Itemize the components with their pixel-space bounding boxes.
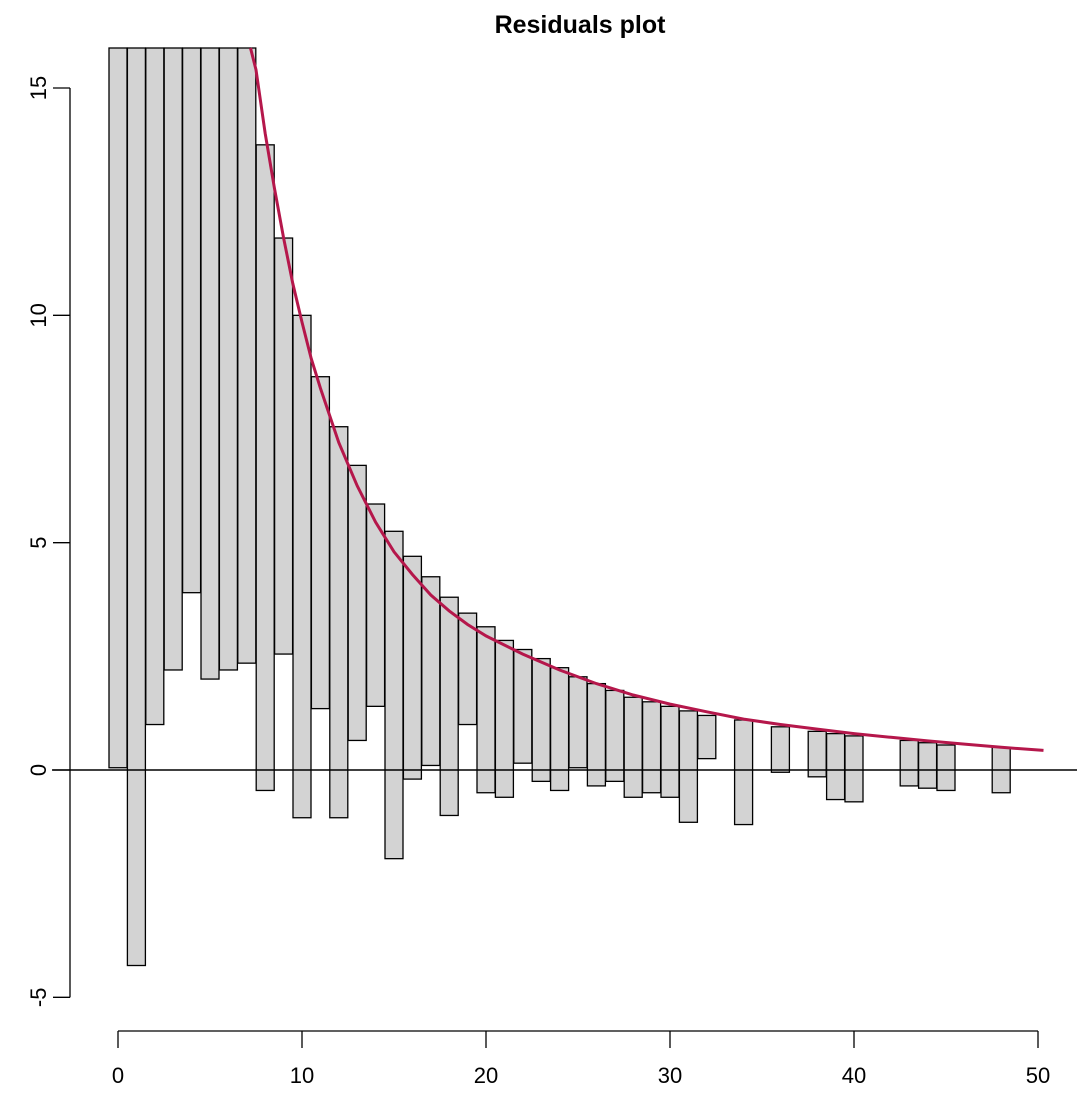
y-tick-label: 15	[26, 76, 51, 100]
x-tick-label: 30	[658, 1063, 682, 1088]
residual-bar-3	[163, 47, 183, 671]
residual-bar-25	[568, 676, 588, 769]
residual-bar-36	[825, 732, 846, 801]
y-tick-label: 0	[26, 764, 51, 776]
chart-title: Residuals plot	[495, 11, 667, 39]
residual-bar-15	[384, 530, 404, 860]
x-tick-label: 20	[474, 1063, 498, 1088]
residual-bar-5	[200, 47, 220, 680]
residual-bar-16	[402, 555, 423, 780]
x-tick-label: 10	[290, 1063, 314, 1088]
y-axis: -5 0 5 10 15	[26, 76, 71, 1008]
residual-bar-32	[697, 714, 717, 760]
residual-bar-11	[310, 376, 331, 710]
residual-bar-24	[549, 667, 570, 792]
fitted-curve	[249, 47, 1044, 752]
residual-bar-23	[531, 657, 551, 783]
residual-bar-27	[605, 689, 625, 783]
residual-bar-7	[237, 47, 257, 664]
residual-bar-29	[641, 701, 662, 794]
residual-bar-30	[660, 705, 680, 798]
residual-bar-20	[476, 626, 496, 794]
bars-layer	[108, 47, 1011, 967]
residual-bar-1	[126, 47, 147, 967]
y-tick-label: -5	[26, 988, 51, 1008]
residual-bar-22	[513, 648, 533, 764]
residual-bar-12	[329, 426, 349, 819]
residual-bar-9	[273, 237, 294, 655]
residual-bar-38	[899, 739, 919, 787]
residual-bar-34	[770, 726, 791, 773]
residual-bar-28	[623, 696, 643, 798]
x-tick-label: 0	[112, 1063, 124, 1088]
y-tick-label: 10	[26, 303, 51, 327]
residual-bar-6	[218, 47, 239, 671]
residual-bar-33	[733, 719, 754, 826]
x-tick-label: 40	[842, 1063, 866, 1088]
y-tick-label: 5	[26, 537, 51, 549]
residual-bar-4	[181, 47, 202, 594]
residual-bar-21	[494, 639, 515, 798]
residual-bar-17	[421, 576, 441, 767]
residual-bar-2	[145, 47, 165, 726]
residual-bar-13	[347, 464, 367, 742]
residual-bar-8	[255, 144, 275, 792]
residual-bar-18	[439, 596, 459, 817]
residual-bar-0	[108, 47, 128, 769]
residual-bar-39	[917, 742, 938, 789]
residual-bar-40	[936, 744, 956, 792]
residual-bar-37	[844, 735, 864, 803]
residual-bar-31	[678, 710, 699, 823]
x-tick-label: 50	[1026, 1063, 1050, 1088]
x-axis: 0 10 20 30 40 50	[112, 1030, 1050, 1088]
residual-bar-10	[292, 314, 312, 819]
